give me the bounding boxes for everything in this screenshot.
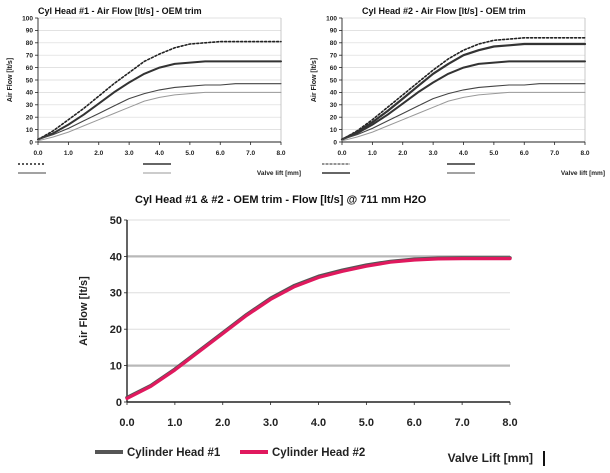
y-tick-label: 100 (22, 15, 33, 22)
y-tick-label: 30 (26, 102, 34, 109)
y-tick-label: 80 (26, 40, 34, 47)
y-tick-label: 0 (116, 397, 122, 409)
y-tick-label: 70 (26, 52, 34, 59)
x-axis-label: Valve lift [mm] (561, 170, 605, 177)
plot-group-1 (322, 17, 587, 174)
x-tick-label: 1.0 (368, 150, 377, 157)
x-tick-label: 3.0 (429, 150, 438, 157)
legend-label: Cylinder Head #1 (127, 447, 221, 459)
x-tick-label: 0.0 (337, 150, 346, 157)
y-tick-label: 50 (26, 77, 34, 84)
y-tick-label: 40 (330, 90, 338, 97)
x-tick-label: 0.0 (119, 417, 134, 429)
x-tick-label: 7.0 (550, 150, 559, 157)
series-line (341, 91, 586, 142)
x-tick-label: 5.0 (185, 150, 194, 157)
y-tick-label: 70 (330, 52, 338, 59)
series-line (341, 36, 586, 141)
y-tick-label: 10 (26, 127, 34, 134)
series-line (340, 42, 587, 141)
y-tick-label: 100 (326, 15, 337, 22)
y-tick-label: 10 (330, 127, 338, 134)
y-tick-label: 50 (110, 215, 122, 227)
x-tick-label: 1.0 (167, 417, 182, 429)
y-tick-label: 40 (110, 251, 122, 263)
x-tick-label: 4.0 (459, 150, 468, 157)
x-tick-label: 5.0 (489, 150, 498, 157)
chart-title: Cyl Head #1 - Air Flow [lt/s] - OEM trim (38, 6, 202, 16)
x-tick-label: 4.0 (155, 150, 164, 157)
y-tick-label: 20 (26, 114, 34, 121)
series-line (37, 40, 282, 141)
x-tick-label: 6.0 (216, 150, 225, 157)
y-tick-label: 80 (330, 40, 338, 47)
series-line (37, 83, 282, 141)
y-tick-label: 10 (110, 360, 122, 372)
x-tick-label: 8.0 (502, 417, 517, 429)
x-axis-label: Valve lift [mm] (257, 170, 301, 177)
y-tick-label: 0 (29, 139, 33, 146)
y-axis-label: Air Flow [lt/s] (311, 58, 318, 102)
x-tick-label: 6.0 (407, 417, 422, 429)
y-tick-label: 20 (110, 324, 122, 336)
y-tick-label: 20 (330, 114, 338, 121)
y-tick-label: 0 (333, 139, 337, 146)
x-tick-label: 2.0 (398, 150, 407, 157)
x-axis-label: Valve Lift [mm] (448, 451, 533, 465)
x-tick-label: 2.0 (94, 150, 103, 157)
y-tick-label: 90 (330, 28, 338, 35)
x-tick-label: 0.0 (33, 150, 42, 157)
series-line (341, 83, 586, 141)
series-line (125, 257, 512, 400)
x-tick-label: 5.0 (359, 417, 374, 429)
chart-title: Cyl Head #2 - Air Flow [lt/s] - OEM trim (362, 6, 526, 16)
x-tick-label: 7.0 (454, 417, 469, 429)
y-tick-label: 40 (26, 90, 34, 97)
x-tick-label: 2.0 (215, 417, 230, 429)
y-tick-label: 30 (330, 102, 338, 109)
x-tick-label: 7.0 (246, 150, 255, 157)
plot-group-0 (18, 17, 282, 174)
x-tick-label: 3.0 (263, 417, 278, 429)
y-axis-label: Air Flow [lt/s] (7, 58, 14, 102)
legend-label: Cylinder Head #2 (272, 447, 365, 459)
y-tick-label: 30 (110, 288, 122, 300)
y-tick-label: 60 (330, 65, 338, 72)
series-line (341, 60, 586, 141)
x-tick-label: 1.0 (64, 150, 73, 157)
x-tick-label: 8.0 (276, 150, 285, 157)
y-tick-label: 90 (26, 28, 34, 35)
chart-title: Cyl Head #1 & #2 - OEM trim - Flow [lt/s… (135, 194, 427, 206)
y-tick-label: 60 (26, 65, 34, 72)
x-tick-label: 4.0 (311, 417, 326, 429)
x-tick-label: 3.0 (125, 150, 134, 157)
x-tick-label: 8.0 (580, 150, 589, 157)
y-axis-label: Air Flow [lt/s] (78, 276, 90, 346)
y-tick-label: 50 (330, 77, 338, 84)
series-line (37, 60, 282, 141)
plot-group-2 (95, 219, 512, 454)
series-line (37, 91, 282, 142)
x-tick-label: 6.0 (520, 150, 529, 157)
